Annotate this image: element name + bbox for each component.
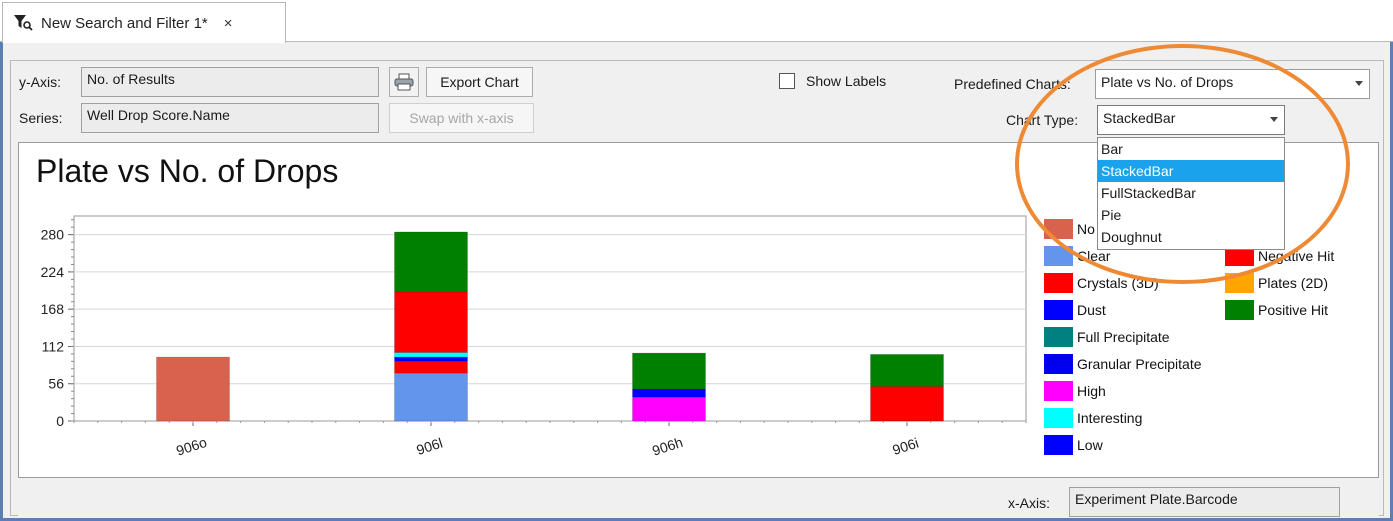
legend-item: Positive Hit — [1225, 300, 1328, 320]
chevron-down-icon — [1270, 117, 1278, 122]
predefined-charts-value: Plate vs No. of Drops — [1101, 74, 1234, 90]
legend-label: Full Precipitate — [1077, 329, 1170, 345]
legend-swatch — [1225, 300, 1254, 320]
legend-label: High — [1077, 383, 1106, 399]
chart-type-option-bar[interactable]: Bar — [1101, 141, 1123, 157]
chart-type-option-stackedbar[interactable]: StackedBar — [1098, 160, 1284, 182]
chart-type-option-fullstackedbar[interactable]: FullStackedBar — [1101, 185, 1196, 201]
legend-item: Dust — [1044, 300, 1106, 320]
x-axis-label: x-Axis: — [1008, 495, 1050, 511]
legend-swatch — [1044, 354, 1073, 374]
y-axis-label: y-Axis: — [19, 74, 61, 90]
show-labels-label: Show Labels — [806, 73, 887, 89]
legend-swatch — [1044, 219, 1073, 239]
legend-label: No — [1077, 221, 1095, 237]
swap-with-x-axis-button[interactable]: Swap with x-axis — [389, 103, 534, 133]
x-axis-field[interactable]: Experiment Plate.Barcode — [1069, 487, 1340, 517]
legend-label: Plates (2D) — [1258, 275, 1329, 291]
legend-label: Positive Hit — [1258, 302, 1329, 318]
predefined-charts-label: Predefined Charts: — [954, 76, 1071, 92]
legend-item: Negative Hit — [1225, 246, 1334, 266]
legend-swatch — [1225, 273, 1254, 293]
legend-label: Crystals (3D) — [1077, 275, 1159, 291]
legend-label: Granular Precipitate — [1077, 356, 1202, 372]
legend-label: Interesting — [1077, 410, 1143, 426]
tab-close-icon[interactable]: × — [223, 14, 233, 32]
legend-label: Negative Hit — [1258, 248, 1335, 264]
legend-item: Low — [1044, 435, 1103, 455]
y-axis-field[interactable]: No. of Results — [81, 67, 379, 97]
filter-search-icon — [13, 13, 33, 34]
legend-item: Crystals (3D) — [1044, 273, 1159, 293]
series-label: Series: — [19, 110, 63, 126]
printer-icon — [394, 73, 414, 91]
legend-label: Dust — [1077, 302, 1106, 318]
legend-item: No — [1044, 219, 1095, 239]
chart-type-dropdown-list: Bar StackedBar FullStackedBar Pie Doughnut — [1097, 137, 1285, 250]
legend-item: Full Precipitate — [1044, 327, 1170, 347]
print-button[interactable] — [389, 67, 419, 97]
chart-type-option-pie[interactable]: Pie — [1101, 207, 1122, 223]
chart-type-label: Chart Type: — [1006, 112, 1079, 128]
legend-item: Plates (2D) — [1225, 273, 1328, 293]
chart-type-value: StackedBar — [1103, 110, 1176, 126]
legend-swatch — [1044, 246, 1073, 266]
tab-bar: New Search and Filter 1* × — [0, 0, 1393, 43]
tab-new-search-and-filter[interactable]: New Search and Filter 1* × — [2, 2, 286, 43]
chart-title: Plate vs No. of Drops — [36, 153, 339, 189]
legend-swatch — [1044, 273, 1073, 293]
legend-label: Clear — [1077, 248, 1111, 264]
legend-swatch — [1044, 381, 1073, 401]
legend-swatch — [1044, 300, 1073, 320]
predefined-charts-select[interactable]: Plate vs No. of Drops — [1095, 69, 1370, 99]
show-labels-checkbox[interactable] — [779, 73, 795, 89]
chart-type-select[interactable]: StackedBar — [1097, 105, 1285, 135]
legend-swatch — [1044, 327, 1073, 347]
export-chart-button[interactable]: Export Chart — [426, 67, 533, 97]
legend-swatch — [1044, 408, 1073, 428]
legend-item: High — [1044, 381, 1106, 401]
legend-swatch — [1225, 246, 1254, 266]
legend-item: Granular Precipitate — [1044, 354, 1202, 374]
chevron-down-icon — [1355, 81, 1363, 86]
chart-type-option-doughnut[interactable]: Doughnut — [1101, 229, 1162, 245]
legend-item: Interesting — [1044, 408, 1142, 428]
legend-item: Clear — [1044, 246, 1110, 266]
tab-title: New Search and Filter 1* — [41, 14, 208, 32]
legend-swatch — [1044, 435, 1073, 455]
series-field[interactable]: Well Drop Score.Name — [81, 103, 379, 133]
legend-label: Low — [1077, 437, 1103, 453]
